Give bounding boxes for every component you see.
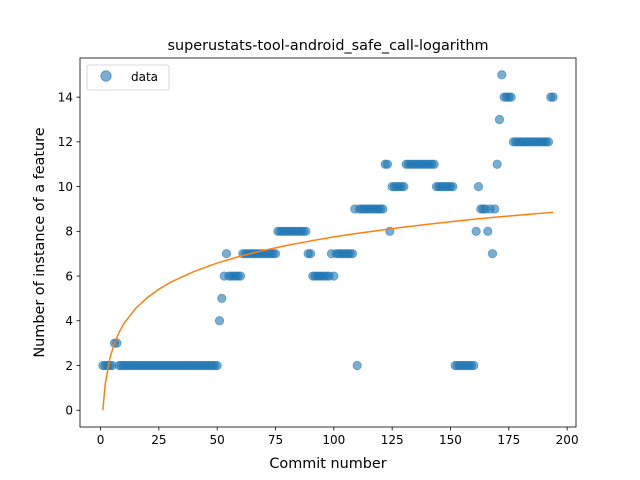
y-tick-label: 10: [58, 180, 73, 194]
data-point: [347, 249, 358, 259]
x-axis-label: Commit number: [269, 456, 386, 472]
data-point: [483, 226, 493, 236]
x-tick-label: 175: [497, 433, 520, 447]
y-tick-label: 0: [65, 404, 73, 418]
data-point: [543, 137, 554, 147]
data-point: [221, 249, 232, 259]
y-tick-label: 12: [58, 135, 73, 149]
data-points: [98, 70, 558, 371]
x-tick-label: 100: [322, 433, 345, 447]
x-tick-label: 50: [210, 433, 225, 447]
data-point: [214, 316, 225, 326]
data-point: [448, 181, 458, 192]
y-tick-label: 14: [58, 90, 73, 104]
x-tick-label: 75: [268, 433, 283, 447]
legend: data: [86, 64, 170, 91]
plot-area: [79, 57, 577, 428]
y-axis: 0 2 4 6 8 10 12 14: [58, 90, 80, 418]
x-tick-label: 125: [381, 433, 404, 447]
data-point: [270, 249, 281, 259]
x-tick-label: 0: [97, 433, 105, 447]
data-point: [494, 114, 505, 125]
data-point: [399, 181, 409, 192]
data-point: [212, 360, 222, 371]
data-point: [548, 92, 558, 102]
data-point: [305, 249, 316, 259]
data-point: [473, 181, 484, 192]
x-tick-label: 25: [151, 433, 166, 447]
y-tick-label: 4: [65, 314, 73, 328]
data-point: [301, 226, 311, 236]
fit-line-path: [102, 211, 554, 411]
y-tick-label: 6: [65, 269, 73, 283]
legend-marker: [100, 70, 112, 82]
data-point: [497, 70, 507, 80]
x-axis: 0 25 50 75 100 125 150 175 200: [97, 427, 579, 447]
axes-frame: [79, 57, 577, 428]
x-tick-label: 200: [556, 433, 579, 447]
chart-title: superustats-tool-android_safe_call-logar…: [168, 38, 489, 54]
x-tick-label: 150: [439, 433, 462, 447]
legend-label: data: [131, 70, 158, 84]
y-axis-label: Number of instance of a feature: [32, 127, 48, 357]
fit-line: [102, 211, 554, 411]
data-point: [490, 204, 500, 214]
data-point: [429, 159, 439, 169]
data-point: [471, 226, 481, 236]
data-point: [469, 360, 479, 371]
data-point: [217, 293, 227, 304]
data-point: [235, 271, 246, 281]
data-point: [329, 271, 339, 281]
data-point: [378, 204, 388, 214]
data-point: [352, 360, 362, 371]
data-point: [487, 249, 498, 259]
data-point: [382, 159, 393, 169]
data-point: [506, 92, 516, 102]
data-point: [492, 159, 502, 169]
y-tick-label: 8: [65, 225, 73, 239]
y-tick-label: 2: [65, 359, 73, 373]
